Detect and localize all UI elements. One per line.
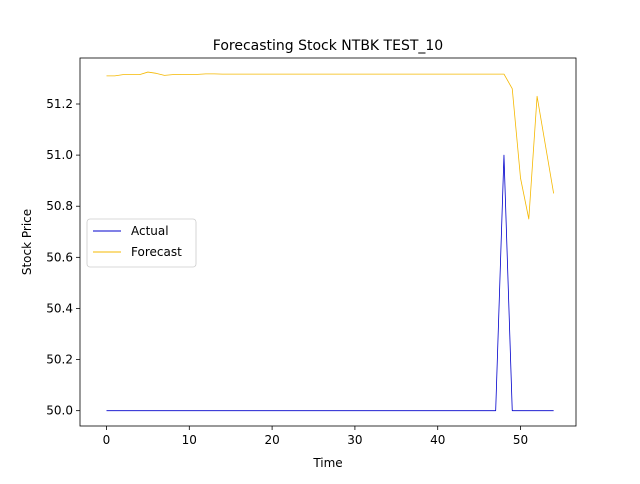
axes-frame (79, 57, 577, 427)
y-tick-label: 50.8 (46, 199, 73, 213)
x-tick-label: 20 (264, 433, 279, 447)
chart-title: Forecasting Stock NTBK TEST_10 (213, 38, 443, 54)
legend-label-actual: Actual (131, 224, 169, 238)
legend: Actual Forecast (86, 218, 197, 268)
x-tick-label: 30 (347, 433, 362, 447)
y-tick-label: 51.2 (46, 97, 73, 111)
x-tick-label: 50 (513, 433, 528, 447)
x-tick-label: 0 (103, 433, 111, 447)
series-line-actual (106, 154, 554, 412)
x-axis-label: Time (312, 456, 342, 470)
legend-label-forecast: Forecast (131, 245, 182, 259)
x-axis: 0 10 20 30 40 50 (103, 426, 528, 447)
x-tick-label: 40 (430, 433, 445, 447)
y-tick-label: 50.4 (46, 301, 73, 315)
x-tick-label: 10 (182, 433, 197, 447)
y-tick-label: 50.6 (46, 250, 73, 264)
y-tick-label: 50.0 (46, 404, 73, 418)
y-tick-label: 50.2 (46, 353, 73, 367)
y-tick-label: 51.0 (46, 148, 73, 162)
series-line-forecast (106, 71, 555, 220)
plot-area (106, 71, 555, 412)
y-axis-label: Stock Price (20, 209, 34, 275)
y-axis: 50.0 50.2 50.4 50.6 50.8 51.0 51.2 (46, 97, 80, 418)
